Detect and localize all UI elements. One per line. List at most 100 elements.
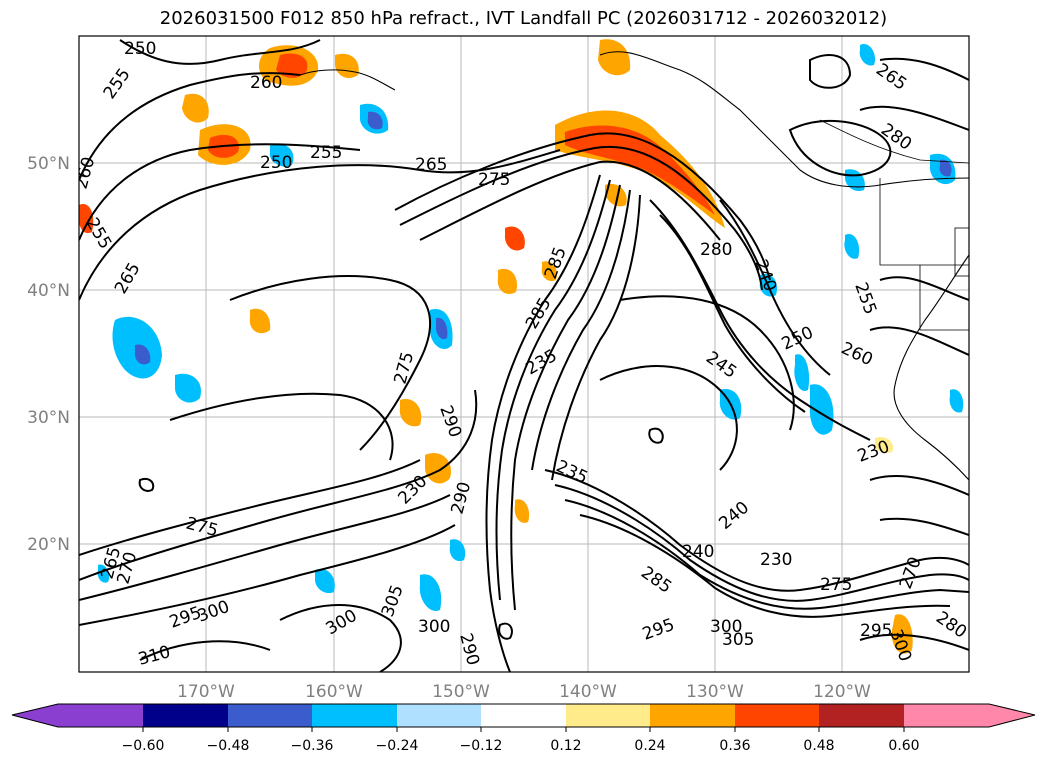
contour-gulf-1 <box>394 132 771 281</box>
contour-label: 265 <box>415 155 447 175</box>
colorbar-tick-labels: −0.60 −0.48 −0.36 −0.24 −0.12 0.12 0.24 … <box>122 738 920 754</box>
colorbar-segment <box>650 704 735 727</box>
refractivity-contours <box>79 39 969 672</box>
coastline-aleutians <box>299 69 396 91</box>
longitude-labels: 170°W 160°W 150°W 140°W 130°W 120°W <box>177 682 871 702</box>
colorbar-segment <box>228 704 312 727</box>
graticule <box>79 36 969 672</box>
contour-se-3 <box>859 633 969 651</box>
colorbar-segment <box>312 704 397 727</box>
patch-blue-4 <box>269 143 294 167</box>
patch-blue-5-core <box>435 317 448 340</box>
contour-south-band-2 <box>554 484 969 602</box>
lat-label: 20°N <box>27 535 70 555</box>
patch-west-pacific-core <box>134 344 151 365</box>
latitude-labels: 50°N 40°N 30°N 20°N <box>27 154 70 555</box>
patch-blue-16 <box>949 389 964 413</box>
colorbar-tick-label: −0.12 <box>460 738 503 754</box>
contour-mid-2 <box>169 392 394 461</box>
colorbar-tick-label: −0.48 <box>207 738 250 754</box>
lat-label: 30°N <box>27 408 70 428</box>
colorbar-segment <box>397 704 481 727</box>
colorbar-ticks <box>142 727 905 732</box>
contour-gulf-3 <box>419 160 721 241</box>
contour-jet-4 <box>531 189 631 471</box>
contour-jet-3 <box>510 184 621 611</box>
colorbar-segment <box>904 704 989 727</box>
colorbar-segment <box>481 704 566 727</box>
contour-ne-closed-2 <box>788 119 892 177</box>
contour-west-3 <box>79 524 456 626</box>
map-title: 2026031500 F012 850 hPa refract., IVT La… <box>159 8 888 29</box>
contour-nw-1 <box>79 149 561 301</box>
contour-ne-closed-1 <box>809 54 852 89</box>
colorbar-segment <box>58 704 143 727</box>
patch-south-3 <box>874 437 894 454</box>
patch-blue-17 <box>859 44 876 66</box>
borders <box>819 119 969 331</box>
patch-small-1 <box>182 93 209 123</box>
colorbar-tick-label: −0.60 <box>122 738 165 754</box>
contour-west-1 <box>79 389 478 581</box>
contour-jet-5 <box>551 194 641 481</box>
lon-label: 120°W <box>813 682 871 702</box>
colorbar: −0.60 −0.48 −0.36 −0.24 −0.12 0.12 0.24 … <box>11 703 1036 754</box>
contour-label: 300 <box>418 617 450 637</box>
lat-label: 40°N <box>27 281 70 301</box>
contour-label: 250 <box>124 39 156 59</box>
contour-label: 240 <box>682 542 714 562</box>
contour-west-4 <box>79 459 421 556</box>
lon-label: 140°W <box>559 682 617 702</box>
contour-jet-1 <box>485 174 601 672</box>
contour-ne-1 <box>879 57 969 81</box>
patch-mid-6 <box>425 452 451 484</box>
lat-label: 50°N <box>27 154 70 174</box>
contour-ne-4 <box>869 326 969 356</box>
contour-nw-3 <box>79 72 301 181</box>
colorbar-tick-label: 0.60 <box>888 738 919 754</box>
colorbar-tick-label: −0.24 <box>376 738 419 754</box>
contour-gulf-2 <box>399 145 763 291</box>
lon-label: 130°W <box>686 682 744 702</box>
contour-jet-2 <box>495 179 611 601</box>
contour-west-2 <box>79 494 451 601</box>
coastline-alaska-bc <box>599 51 969 188</box>
contour-loop-3 <box>138 478 155 492</box>
patch-north-2 <box>604 183 627 207</box>
colorbar-tick-label: 0.24 <box>634 738 665 754</box>
contour-sw-1 <box>279 604 402 672</box>
lon-label: 160°W <box>305 682 363 702</box>
patch-blue-9 <box>794 354 810 391</box>
contour-ridge-3 <box>719 199 831 376</box>
patch-blue-12 <box>449 539 466 562</box>
plot-frame <box>78 35 970 673</box>
colorbar-min-extend <box>12 704 58 727</box>
colorbar-segment <box>566 704 650 727</box>
patch-blue-13 <box>314 568 335 594</box>
coastline-west-coast <box>893 254 969 481</box>
contour-nw-4 <box>119 39 321 65</box>
patch-blue-7 <box>809 384 834 435</box>
patch-mid-4 <box>249 308 271 334</box>
contour-label: 250 <box>260 153 292 173</box>
patch-blue-11 <box>419 574 442 611</box>
contour-ne-2 <box>859 105 969 131</box>
contour-south-band-1 <box>544 469 969 592</box>
colorbar-tick-label: 0.48 <box>803 738 834 754</box>
colorbar-segment <box>735 704 819 727</box>
contour-label: 295 <box>860 621 892 641</box>
border-state-2 <box>954 227 969 277</box>
colorbar-segment <box>819 704 904 727</box>
contour-se-2 <box>879 517 969 536</box>
contour-label: 230 <box>760 550 792 570</box>
colorbar-outline <box>11 703 1036 728</box>
colorbar-max-extend <box>989 704 1035 727</box>
patch-west-edge <box>79 204 94 234</box>
colorbar-tick-label: −0.36 <box>291 738 334 754</box>
patch-mid-2 <box>497 268 518 295</box>
contour-south-band-3 <box>564 499 969 610</box>
contour-label: 300 <box>710 617 742 637</box>
patch-mid-1 <box>504 226 525 251</box>
plot-area: 250 255 260 250 255 260 255 265 275 265 … <box>78 35 970 673</box>
